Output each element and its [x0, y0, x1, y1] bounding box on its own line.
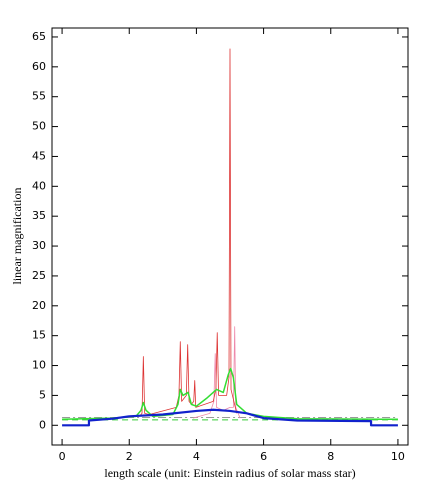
y-axis-label: linear magnification: [10, 188, 24, 285]
series-line: [62, 367, 398, 421]
series-line: [62, 408, 398, 427]
x-tick-label: 6: [260, 450, 267, 463]
y-tick-label: 65: [32, 30, 46, 43]
plot-frame: [51, 27, 409, 446]
y-tick-label: 25: [32, 269, 46, 282]
x-tick-label: 0: [59, 450, 66, 463]
y-tick-label: 55: [32, 90, 46, 103]
y-tick-label: 35: [32, 209, 46, 222]
x-tick-label: 2: [126, 450, 133, 463]
x-tick-label: 8: [327, 450, 334, 463]
y-tick-label: 10: [32, 359, 46, 372]
x-axis-label: length scale (unit: Einstein radius of s…: [104, 466, 355, 480]
y-tick-label: 15: [32, 329, 46, 342]
x-tick-label: 10: [391, 450, 405, 463]
y-tick-label: 40: [32, 179, 46, 192]
x-tick-label: 4: [193, 450, 200, 463]
y-tick-label: 0: [39, 418, 46, 431]
y-tick-label: 5: [39, 388, 46, 401]
y-tick-label: 45: [32, 149, 46, 162]
y-tick-label: 20: [32, 299, 46, 312]
y-tick-label: 30: [32, 239, 46, 252]
y-tick-label: 60: [32, 60, 46, 73]
series-line: [139, 48, 238, 417]
y-tick-label: 50: [32, 120, 46, 133]
